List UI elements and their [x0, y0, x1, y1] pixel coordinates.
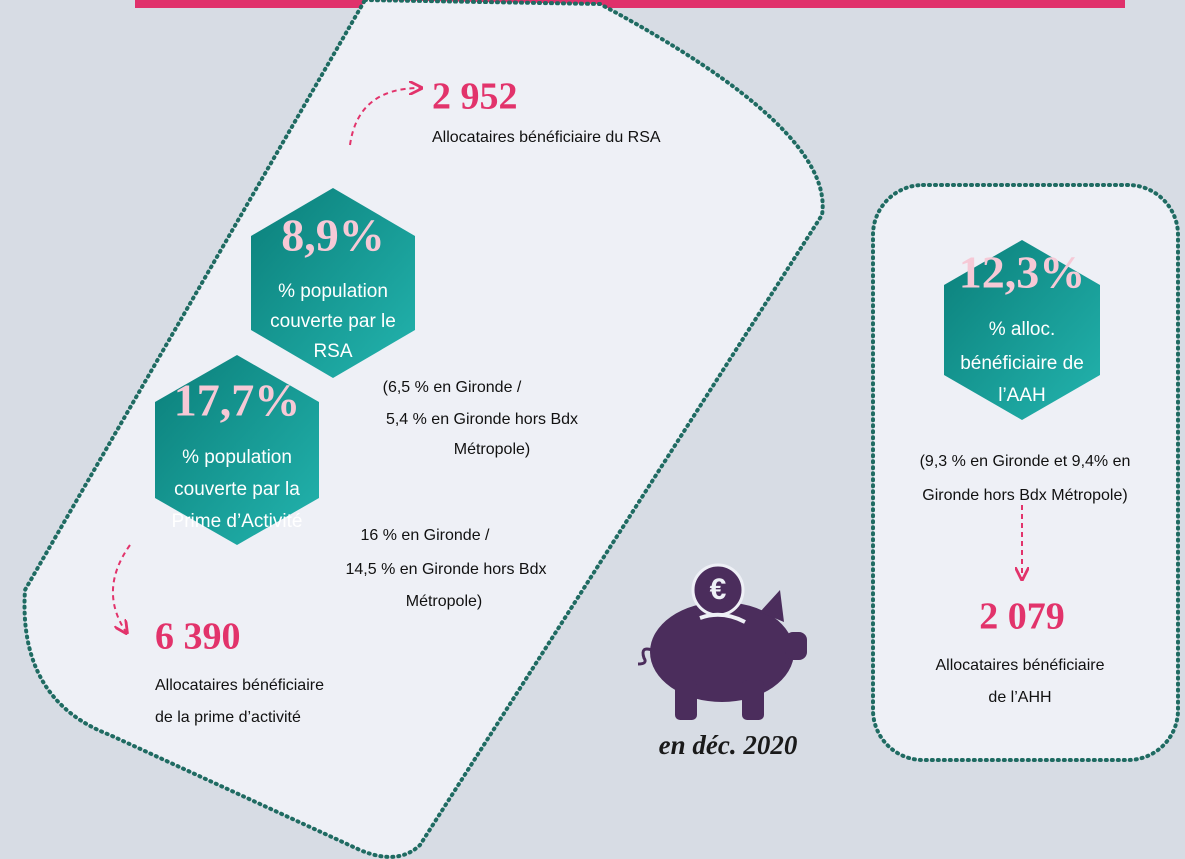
- svg-text:€: €: [710, 573, 727, 606]
- rate-label: % population: [182, 447, 292, 468]
- left-panel: [22, 0, 825, 859]
- comparison: 16 % en Gironde /: [361, 527, 491, 544]
- rate-label: bénéficiaire de: [960, 353, 1084, 374]
- rate-label: l’AAH: [998, 385, 1046, 406]
- hexagon: [155, 355, 319, 545]
- label: Allocataires bénéficiaire du RSA: [432, 129, 661, 146]
- count: 2 079: [979, 596, 1065, 638]
- label: Allocataires bénéficiaire: [936, 657, 1105, 674]
- hexagon: [944, 240, 1100, 420]
- date: en déc. 2020: [659, 730, 798, 760]
- rate-label: % alloc.: [989, 319, 1056, 340]
- rate-label: Prime d’Activité: [172, 511, 303, 532]
- rate: 8,9%: [281, 210, 385, 261]
- count: 6 390: [155, 616, 241, 658]
- top-bar: [135, 0, 1125, 8]
- comparison: 14,5 % en Gironde hors Bdx: [345, 561, 546, 578]
- comparison: 5,4 % en Gironde hors Bdx: [386, 411, 578, 428]
- label: de l’AHH: [988, 689, 1051, 706]
- rate-label: couverte par le: [270, 311, 396, 332]
- arrow: [112, 544, 131, 632]
- count: 2 952: [432, 76, 518, 118]
- piggy-bank: €: [637, 563, 807, 720]
- rate-label: RSA: [313, 341, 352, 362]
- label: Allocataires bénéficiaire: [155, 677, 324, 694]
- comparison: Métropole): [406, 593, 482, 610]
- rate-label: couverte par la: [174, 479, 300, 500]
- hexagon: [251, 188, 415, 378]
- comparison: (9,3 % en Gironde et 9,4% en: [920, 453, 1131, 470]
- comparison: (6,5 % en Gironde /: [383, 379, 522, 396]
- arrow: [349, 88, 420, 146]
- rate-label: % population: [278, 281, 388, 302]
- comparison: Gironde hors Bdx Métropole): [922, 487, 1127, 504]
- comparison: Métropole): [454, 441, 530, 458]
- rate: 17,7%: [174, 375, 301, 426]
- rate: 12,3%: [959, 247, 1086, 298]
- label: de la prime d’activité: [155, 709, 301, 726]
